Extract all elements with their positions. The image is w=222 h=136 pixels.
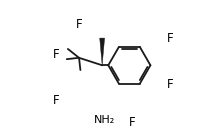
Text: F: F xyxy=(76,18,82,31)
Text: NH₂: NH₂ xyxy=(94,115,115,125)
Polygon shape xyxy=(100,38,105,65)
Text: F: F xyxy=(167,32,173,45)
Text: F: F xyxy=(129,116,136,129)
Text: F: F xyxy=(167,78,173,91)
Text: F: F xyxy=(53,94,60,107)
Text: F: F xyxy=(53,48,60,61)
